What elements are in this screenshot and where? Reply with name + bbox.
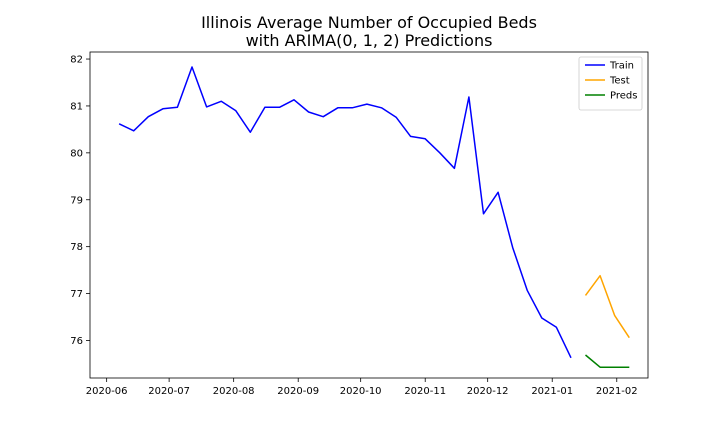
x-tick-label: 2020-09 bbox=[277, 386, 319, 397]
y-tick-label: 80 bbox=[70, 148, 83, 159]
x-tick-label: 2020-11 bbox=[404, 386, 446, 397]
x-tick-label: 2020-06 bbox=[86, 386, 128, 397]
series-line-preds bbox=[585, 354, 630, 368]
axes-frame bbox=[89, 51, 649, 379]
x-tick-label: 2020-07 bbox=[148, 386, 190, 397]
legend-box bbox=[578, 56, 643, 111]
y-tick-label: 77 bbox=[70, 289, 83, 300]
x-tick-label: 2020-10 bbox=[340, 386, 382, 397]
series-line-train bbox=[118, 66, 572, 359]
plot-area: 2020-06 2020-07 2020-08 2020-09 2020-10 2020-… bbox=[70, 51, 649, 397]
legend-label-test: Test bbox=[609, 76, 630, 87]
series-line-test bbox=[584, 274, 630, 339]
x-tick-label: 2020-08 bbox=[213, 386, 255, 397]
legend-label-train: Train bbox=[609, 61, 634, 72]
chart-title-line-1: Illinois Average Number of Occupied Beds bbox=[201, 13, 537, 32]
x-tick-label: 2021-01 bbox=[531, 386, 573, 397]
y-tick-label: 79 bbox=[70, 195, 83, 206]
x-tick-label: 2021-02 bbox=[596, 386, 638, 397]
legend: Train Test Preds bbox=[578, 56, 643, 111]
x-tick-label: 2020-12 bbox=[467, 386, 509, 397]
y-tick-label: 82 bbox=[70, 55, 83, 66]
chart-title-line-2: with ARIMA(0, 1, 2) Predictions bbox=[246, 31, 493, 50]
y-tick-label: 78 bbox=[70, 242, 83, 253]
y-tick-label: 76 bbox=[70, 336, 83, 347]
y-tick-label: 81 bbox=[70, 101, 83, 112]
legend-label-preds: Preds bbox=[610, 91, 637, 102]
